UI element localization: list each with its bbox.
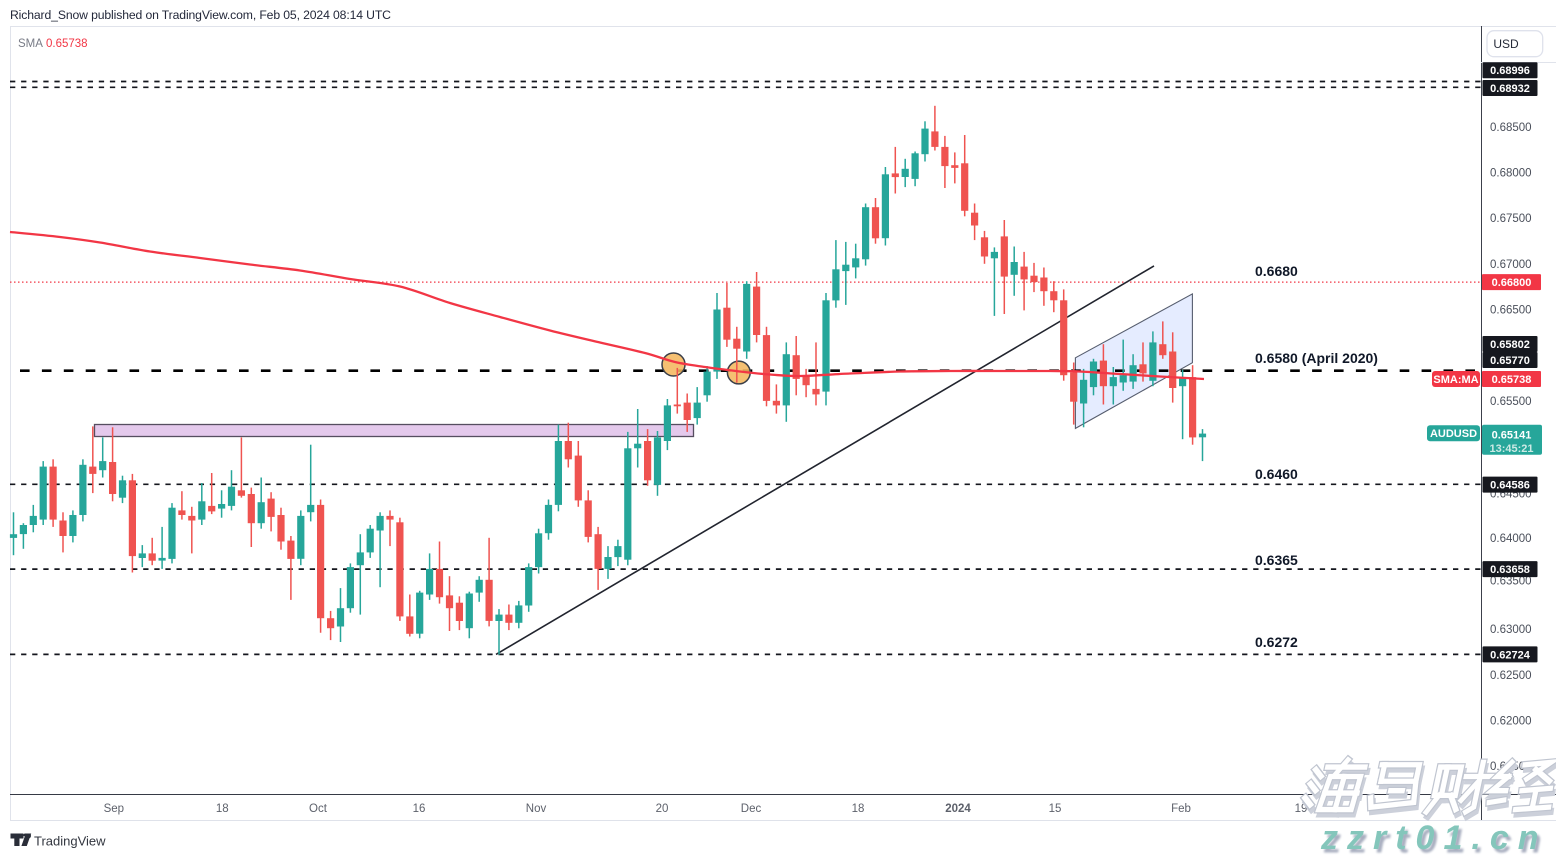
svg-text:19: 19 (1295, 803, 1308, 815)
svg-text:TradingView: TradingView (34, 834, 106, 849)
svg-text:0.68000: 0.68000 (1490, 168, 1532, 180)
svg-text:Dec: Dec (741, 803, 762, 815)
svg-text:0.65141: 0.65141 (1492, 429, 1532, 441)
svg-text:AUDUSD: AUDUSD (1430, 428, 1477, 440)
svg-text:0.6580 (April 2020): 0.6580 (April 2020) (1255, 350, 1378, 366)
svg-text:0.64586: 0.64586 (1490, 480, 1530, 492)
svg-text:0.63658: 0.63658 (1490, 564, 1530, 576)
svg-text:0.65802: 0.65802 (1490, 339, 1530, 351)
svg-text:SMA:MA: SMA:MA (1433, 374, 1478, 386)
svg-text:15: 15 (1049, 803, 1062, 815)
svg-text:Sep: Sep (104, 803, 124, 815)
svg-text:16: 16 (413, 803, 426, 815)
svg-text:0.68932: 0.68932 (1490, 83, 1530, 95)
svg-text:0.62500: 0.62500 (1490, 670, 1532, 682)
svg-text:0.63000: 0.63000 (1490, 624, 1532, 636)
svg-text:0.62000: 0.62000 (1490, 716, 1532, 728)
svg-text:0.65738: 0.65738 (46, 38, 88, 50)
svg-text:Oct: Oct (309, 803, 328, 815)
svg-text:0.68500: 0.68500 (1490, 122, 1532, 134)
svg-text:20: 20 (656, 803, 669, 815)
svg-text:0.6365: 0.6365 (1255, 552, 1298, 568)
svg-text:Nov: Nov (526, 803, 547, 815)
svg-text:0.66800: 0.66800 (1492, 277, 1532, 289)
svg-text:SMA: SMA (18, 38, 43, 50)
svg-text:0.65738: 0.65738 (1492, 374, 1532, 386)
svg-text:0.63500: 0.63500 (1490, 576, 1532, 588)
svg-text:0.64000: 0.64000 (1490, 533, 1532, 545)
svg-text:0.68996: 0.68996 (1490, 65, 1530, 77)
svg-text:18: 18 (852, 803, 865, 815)
svg-text:Feb: Feb (1171, 803, 1191, 815)
svg-text:USD: USD (1493, 37, 1519, 51)
svg-text:Richard_Snow published on Trad: Richard_Snow published on TradingView.co… (10, 8, 391, 22)
svg-text:0.6460: 0.6460 (1255, 466, 1298, 482)
svg-text:18: 18 (216, 803, 229, 815)
svg-text:0.65770: 0.65770 (1490, 355, 1530, 367)
svg-text:0.67500: 0.67500 (1490, 213, 1532, 225)
svg-text:0.65500: 0.65500 (1490, 396, 1532, 408)
svg-text:13:45:21: 13:45:21 (1489, 443, 1533, 455)
svg-text:0.66500: 0.66500 (1490, 305, 1532, 317)
svg-text:0.6680: 0.6680 (1255, 263, 1298, 279)
svg-text:0.6272: 0.6272 (1255, 634, 1298, 650)
svg-text:0.67000: 0.67000 (1490, 259, 1532, 271)
svg-text:0.62724: 0.62724 (1490, 649, 1531, 661)
svg-text:2024: 2024 (945, 803, 971, 815)
svg-text:zzrt01.cn: zzrt01.cn (1320, 819, 1548, 857)
